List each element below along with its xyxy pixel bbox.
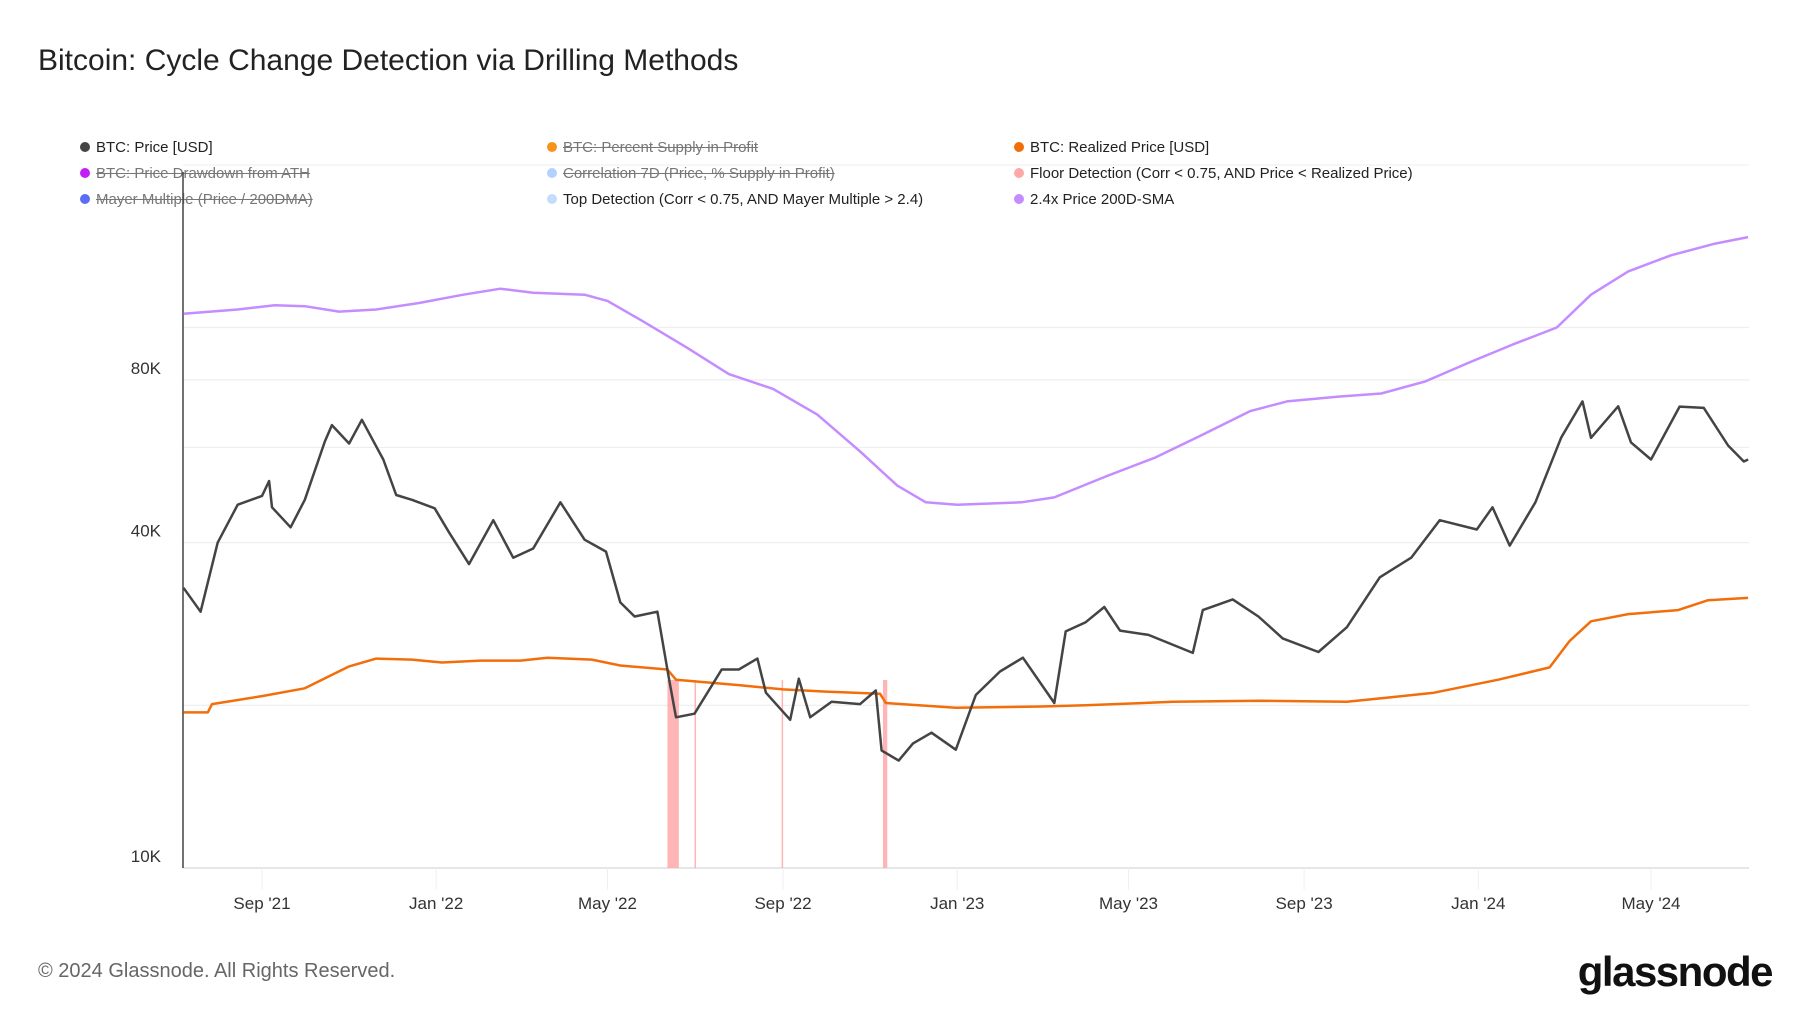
- x-tick-label: Sep '21: [233, 894, 290, 913]
- legend-item[interactable]: BTC: Price [USD]: [80, 138, 547, 156]
- series-line-2-4x-price-200d-sma: [183, 235, 1749, 506]
- legend-item[interactable]: BTC: Realized Price [USD]: [1014, 138, 1714, 156]
- glassnode-logo: glassnode: [1577, 948, 1774, 995]
- legend-dot-icon: [547, 142, 557, 152]
- floor-detection-bar: [694, 680, 697, 868]
- x-tick-label: Sep '22: [754, 894, 811, 913]
- floor-detection-bar: [882, 680, 888, 868]
- legend-dot-icon: [1014, 142, 1024, 152]
- legend-dot-icon: [1014, 194, 1024, 204]
- legend-dot-icon: [80, 142, 90, 152]
- legend-item[interactable]: 2.4x Price 200D-SMA: [1014, 190, 1714, 208]
- x-tick-label: May '24: [1622, 894, 1681, 913]
- legend-item[interactable]: Top Detection (Corr < 0.75, AND Mayer Mu…: [547, 190, 1014, 208]
- legend-item[interactable]: Correlation 7D (Price, % Supply in Profi…: [547, 164, 1014, 182]
- legend-dot-icon: [1014, 168, 1024, 178]
- legend-label: BTC: Percent Supply in Profit: [563, 138, 759, 156]
- x-tick-label: Jan '22: [409, 894, 463, 913]
- legend-label: Mayer Multiple (Price / 200DMA): [96, 190, 313, 208]
- legend-label: 2.4x Price 200D-SMA: [1030, 190, 1175, 208]
- series-line-btc-price-usd-: [182, 400, 1749, 762]
- y-tick-label: 40K: [131, 522, 162, 541]
- legend-dot-icon: [547, 168, 557, 178]
- x-tick-label: May '23: [1099, 894, 1158, 913]
- legend-dot-icon: [80, 194, 90, 204]
- copyright-footer: © 2024 Glassnode. All Rights Reserved.: [38, 960, 396, 982]
- series-line-btc-realized-price-usd-: [183, 596, 1749, 714]
- legend-label: Top Detection (Corr < 0.75, AND Mayer Mu…: [563, 190, 924, 208]
- x-tick-label: Jan '24: [1451, 894, 1505, 913]
- y-tick-label: 10K: [131, 847, 162, 866]
- legend-dot-icon: [547, 194, 557, 204]
- chart-title: Bitcoin: Cycle Change Detection via Dril…: [38, 44, 739, 77]
- legend-dot-icon: [80, 168, 90, 178]
- x-tick-label: Jan '23: [930, 894, 984, 913]
- legend-item[interactable]: BTC: Percent Supply in Profit: [547, 138, 1014, 156]
- floor-detection-bar: [667, 680, 679, 868]
- x-tick-label: Sep '23: [1276, 894, 1333, 913]
- legend-item[interactable]: BTC: Price Drawdown from ATH: [80, 164, 547, 182]
- x-tick-label: May '22: [578, 894, 637, 913]
- legend: BTC: Price [USD] BTC: Percent Supply in P…: [80, 138, 1760, 208]
- legend-label: BTC: Price Drawdown from ATH: [96, 164, 310, 182]
- y-tick-label: 80K: [131, 359, 162, 378]
- legend-item[interactable]: Floor Detection (Corr < 0.75, AND Price …: [1014, 164, 1714, 182]
- legend-label: BTC: Realized Price [USD]: [1030, 138, 1210, 156]
- legend-label: BTC: Price [USD]: [96, 138, 213, 156]
- legend-label: Floor Detection (Corr < 0.75, AND Price …: [1030, 164, 1413, 182]
- floor-detection-bar: [781, 680, 784, 868]
- legend-item[interactable]: Mayer Multiple (Price / 200DMA): [80, 190, 547, 208]
- legend-label: Correlation 7D (Price, % Supply in Profi…: [563, 164, 835, 182]
